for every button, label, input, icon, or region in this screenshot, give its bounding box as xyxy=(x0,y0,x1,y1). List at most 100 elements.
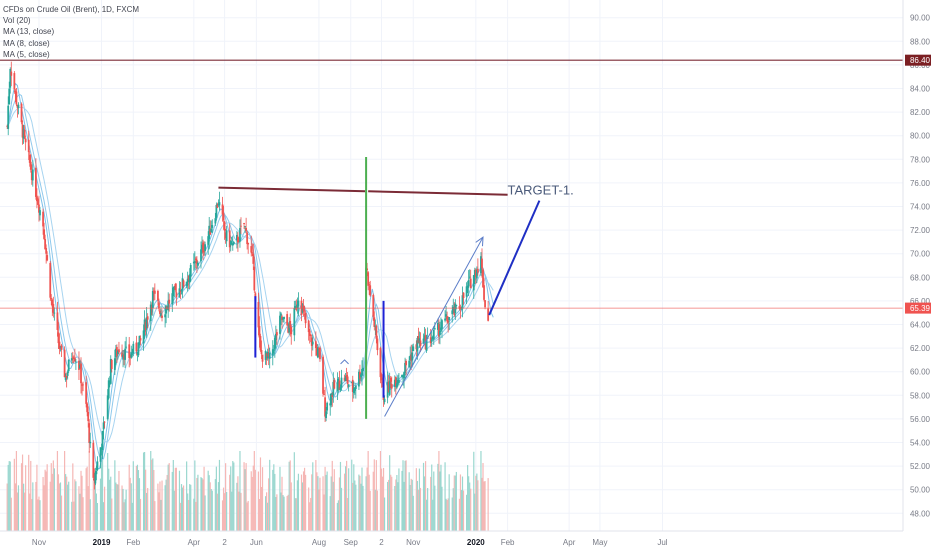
candle-body-242 xyxy=(352,388,355,394)
candle-body-261 xyxy=(380,374,383,381)
candle-body-217 xyxy=(317,347,319,358)
volume-bar-36 xyxy=(57,474,60,531)
candle-body-202 xyxy=(295,308,298,310)
candle-body-107 xyxy=(159,310,161,314)
candle-body-304 xyxy=(441,320,443,329)
candle-body-168 xyxy=(246,232,249,245)
volume-bar-269 xyxy=(391,476,393,531)
candle-137 xyxy=(202,239,204,261)
candle-264 xyxy=(383,395,386,405)
candle-body-38 xyxy=(59,346,62,348)
candle-body-96 xyxy=(143,319,146,332)
candle-body-51 xyxy=(79,364,81,369)
candle-body-281 xyxy=(409,355,412,361)
candle-body-308 xyxy=(447,320,450,323)
candle-body-333 xyxy=(483,285,485,300)
candle-172 xyxy=(252,243,255,271)
candle-body-45 xyxy=(70,358,73,361)
volume-bar-33 xyxy=(52,460,54,531)
candle-16 xyxy=(28,151,31,167)
volume-bar-257 xyxy=(374,489,376,531)
candle-body-162 xyxy=(238,241,240,242)
volume-bar-185 xyxy=(272,469,274,531)
candle-body-101 xyxy=(150,305,153,307)
volume-bar-29 xyxy=(46,464,48,531)
candle-147 xyxy=(216,202,219,209)
y-tick-label-2: 52.00 xyxy=(910,462,931,471)
volume-bar-227 xyxy=(331,460,333,531)
candle-326 xyxy=(473,267,476,285)
candle-body-310 xyxy=(451,310,454,315)
candle-body-234 xyxy=(340,377,343,388)
candle-body-139 xyxy=(204,244,206,251)
candle-body-123 xyxy=(181,278,184,290)
candle-26 xyxy=(43,222,45,240)
volume-bar-234 xyxy=(340,487,343,531)
candle-body-269 xyxy=(390,383,393,389)
volume-bar-262 xyxy=(381,476,384,531)
candle-body-132 xyxy=(194,258,197,261)
candle-body-8 xyxy=(16,105,19,108)
candle-225 xyxy=(329,393,332,416)
candle-body-315 xyxy=(458,306,461,309)
volume-bar-82 xyxy=(123,502,125,531)
candle-267 xyxy=(388,372,391,397)
x-tick-label-0: Nov xyxy=(32,538,46,547)
candle-body-178 xyxy=(260,349,263,355)
candle-186 xyxy=(272,344,275,354)
candle-110 xyxy=(164,305,167,328)
volume-bar-44 xyxy=(68,481,70,531)
candle-30 xyxy=(49,260,52,301)
candle-body-149 xyxy=(218,202,221,206)
volume-bar-188 xyxy=(275,497,277,531)
candle-236 xyxy=(344,373,347,382)
candle-body-31 xyxy=(50,298,53,300)
candle-23 xyxy=(38,195,40,222)
volume-bar-88 xyxy=(131,502,133,531)
candle-body-285 xyxy=(415,344,418,350)
candle-body-264 xyxy=(383,398,386,403)
candle-body-329 xyxy=(476,268,479,273)
volume-bar-156 xyxy=(230,466,232,531)
candle-274 xyxy=(398,373,400,386)
candle-78 xyxy=(117,349,119,360)
candle-72 xyxy=(108,376,111,388)
candle-86 xyxy=(129,354,132,366)
volume-bar-192 xyxy=(281,476,283,531)
candle-285 xyxy=(415,340,418,357)
volume-bar-325 xyxy=(473,451,475,531)
volume-bar-263 xyxy=(382,467,385,531)
volume-bar-121 xyxy=(179,502,182,531)
volume-bar-246 xyxy=(359,475,361,531)
candle-233 xyxy=(339,384,342,393)
candle-73 xyxy=(109,355,112,385)
candle-body-249 xyxy=(362,367,364,371)
x-tick-label-5: Jun xyxy=(250,538,263,547)
candle-132 xyxy=(194,256,197,269)
volume-bar-332 xyxy=(482,463,484,531)
volume-bar-324 xyxy=(470,488,472,531)
candle-97 xyxy=(144,318,147,336)
candle-body-171 xyxy=(251,252,254,254)
candle-3 xyxy=(9,67,12,94)
candle-320 xyxy=(465,282,468,304)
y-tick-label-3: 54.00 xyxy=(910,439,931,448)
volume-bar-292 xyxy=(424,461,427,531)
volume-bar-64 xyxy=(96,502,99,531)
x-tick-label-3: Apr xyxy=(188,538,201,547)
volume-bar-110 xyxy=(164,485,166,531)
volume-bar-111 xyxy=(165,479,167,531)
candle-body-147 xyxy=(216,204,219,208)
y-tick-label-18: 84.00 xyxy=(910,85,931,94)
x-tick-label-9: Nov xyxy=(406,538,420,547)
volume-bar-169 xyxy=(247,500,249,531)
candle-body-17 xyxy=(29,161,32,170)
volume-bar-321 xyxy=(467,465,469,531)
candle-body-79 xyxy=(118,349,120,353)
candle-203 xyxy=(296,297,299,314)
candle-body-130 xyxy=(192,261,195,264)
volume-bar-260 xyxy=(379,451,382,531)
candle-body-283 xyxy=(411,352,414,361)
